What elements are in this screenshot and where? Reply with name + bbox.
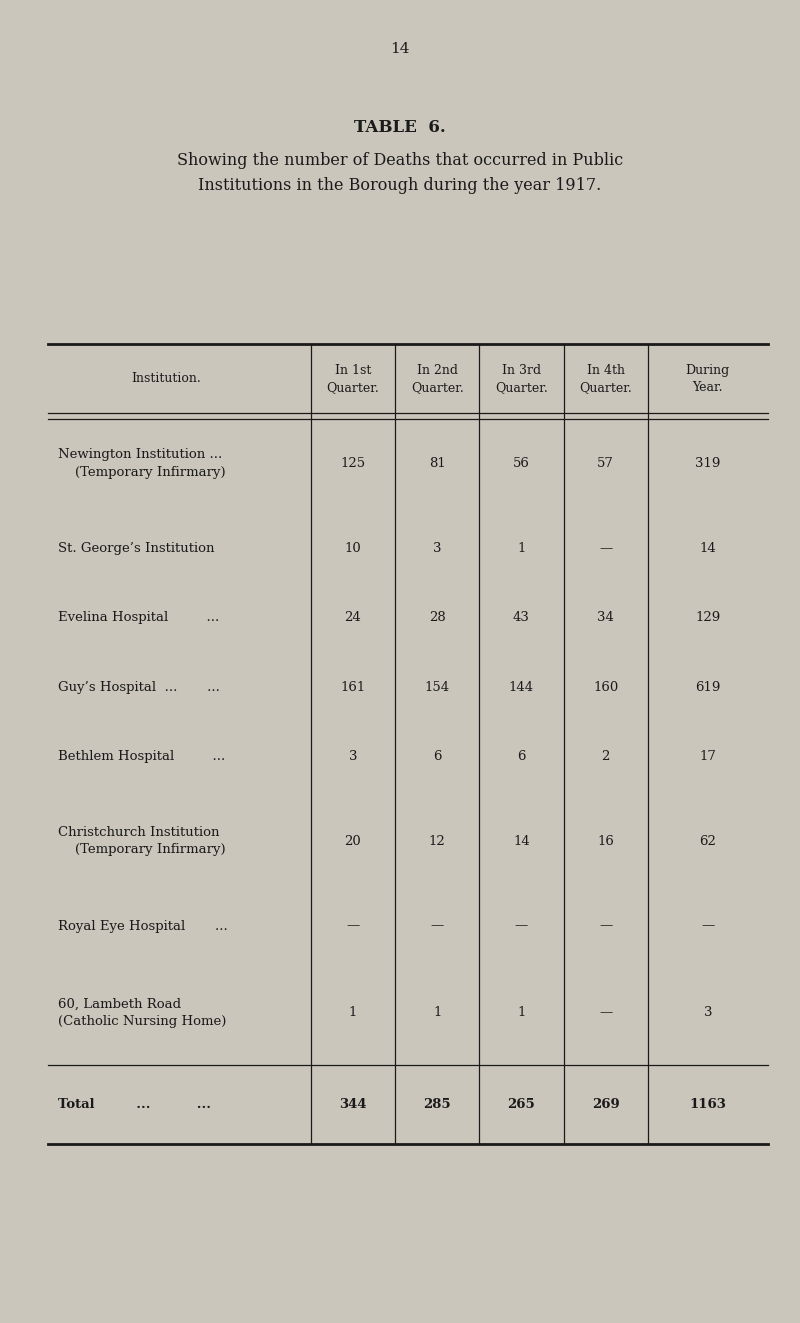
Text: 129: 129 xyxy=(695,611,721,624)
Text: 1: 1 xyxy=(349,1007,357,1019)
Text: 265: 265 xyxy=(507,1098,535,1111)
Text: Institution.: Institution. xyxy=(131,372,201,385)
Text: 10: 10 xyxy=(345,542,362,554)
Text: —: — xyxy=(430,919,444,933)
Text: (Temporary Infirmary): (Temporary Infirmary) xyxy=(58,843,226,856)
Text: 14: 14 xyxy=(390,42,410,57)
Text: During
Year.: During Year. xyxy=(686,364,730,394)
Text: Christchurch Institution: Christchurch Institution xyxy=(58,826,219,839)
Text: 17: 17 xyxy=(699,750,716,763)
Text: Newington Institution ...: Newington Institution ... xyxy=(58,448,222,462)
Text: 57: 57 xyxy=(598,456,614,470)
Text: 1: 1 xyxy=(518,1007,526,1019)
Text: 144: 144 xyxy=(509,680,534,693)
Text: 3: 3 xyxy=(433,542,442,554)
Text: 619: 619 xyxy=(695,680,721,693)
Text: Bethlem Hospital         ...: Bethlem Hospital ... xyxy=(58,750,225,763)
Text: In 2nd
Quarter.: In 2nd Quarter. xyxy=(410,364,463,394)
Text: 1163: 1163 xyxy=(690,1098,726,1111)
Text: 154: 154 xyxy=(425,680,450,693)
Text: St. George’s Institution: St. George’s Institution xyxy=(58,542,214,554)
Text: 28: 28 xyxy=(429,611,446,624)
Text: In 4th
Quarter.: In 4th Quarter. xyxy=(579,364,632,394)
Text: 269: 269 xyxy=(592,1098,619,1111)
Text: Showing the number of Deaths that occurred in Public: Showing the number of Deaths that occurr… xyxy=(177,152,623,169)
Text: 6: 6 xyxy=(517,750,526,763)
Text: 2: 2 xyxy=(602,750,610,763)
Text: Institutions in the Borough during the year 1917.: Institutions in the Borough during the y… xyxy=(198,177,602,194)
Text: 24: 24 xyxy=(345,611,362,624)
Text: 34: 34 xyxy=(598,611,614,624)
Text: 81: 81 xyxy=(429,456,446,470)
Text: 3: 3 xyxy=(349,750,357,763)
Text: In 3rd
Quarter.: In 3rd Quarter. xyxy=(495,364,548,394)
Text: 12: 12 xyxy=(429,835,446,848)
Text: Evelina Hospital         ...: Evelina Hospital ... xyxy=(58,611,219,624)
Text: (Catholic Nursing Home): (Catholic Nursing Home) xyxy=(58,1015,226,1028)
Text: In 1st
Quarter.: In 1st Quarter. xyxy=(326,364,379,394)
Text: —: — xyxy=(346,919,359,933)
Text: —: — xyxy=(599,542,612,554)
Text: Royal Eye Hospital       ...: Royal Eye Hospital ... xyxy=(58,919,227,933)
Text: —: — xyxy=(599,1007,612,1019)
Text: 160: 160 xyxy=(593,680,618,693)
Text: 1: 1 xyxy=(518,542,526,554)
Text: —: — xyxy=(702,919,714,933)
Text: 161: 161 xyxy=(340,680,366,693)
Text: 60, Lambeth Road: 60, Lambeth Road xyxy=(58,998,181,1011)
Text: 43: 43 xyxy=(513,611,530,624)
Text: 6: 6 xyxy=(433,750,442,763)
Text: 56: 56 xyxy=(513,456,530,470)
Text: (Temporary Infirmary): (Temporary Infirmary) xyxy=(58,466,226,479)
Text: 16: 16 xyxy=(598,835,614,848)
Text: 20: 20 xyxy=(345,835,362,848)
Text: 14: 14 xyxy=(699,542,716,554)
Text: Guy’s Hospital  ...       ...: Guy’s Hospital ... ... xyxy=(58,680,219,693)
Text: 344: 344 xyxy=(339,1098,366,1111)
Text: 319: 319 xyxy=(695,456,721,470)
Text: 1: 1 xyxy=(433,1007,442,1019)
Text: 14: 14 xyxy=(513,835,530,848)
Text: —: — xyxy=(514,919,528,933)
Text: 62: 62 xyxy=(699,835,716,848)
Text: 285: 285 xyxy=(423,1098,451,1111)
Text: 125: 125 xyxy=(340,456,366,470)
Text: —: — xyxy=(599,919,612,933)
Text: TABLE  6.: TABLE 6. xyxy=(354,119,446,136)
Text: Total         ...          ...: Total ... ... xyxy=(58,1098,210,1111)
Text: 3: 3 xyxy=(704,1007,712,1019)
